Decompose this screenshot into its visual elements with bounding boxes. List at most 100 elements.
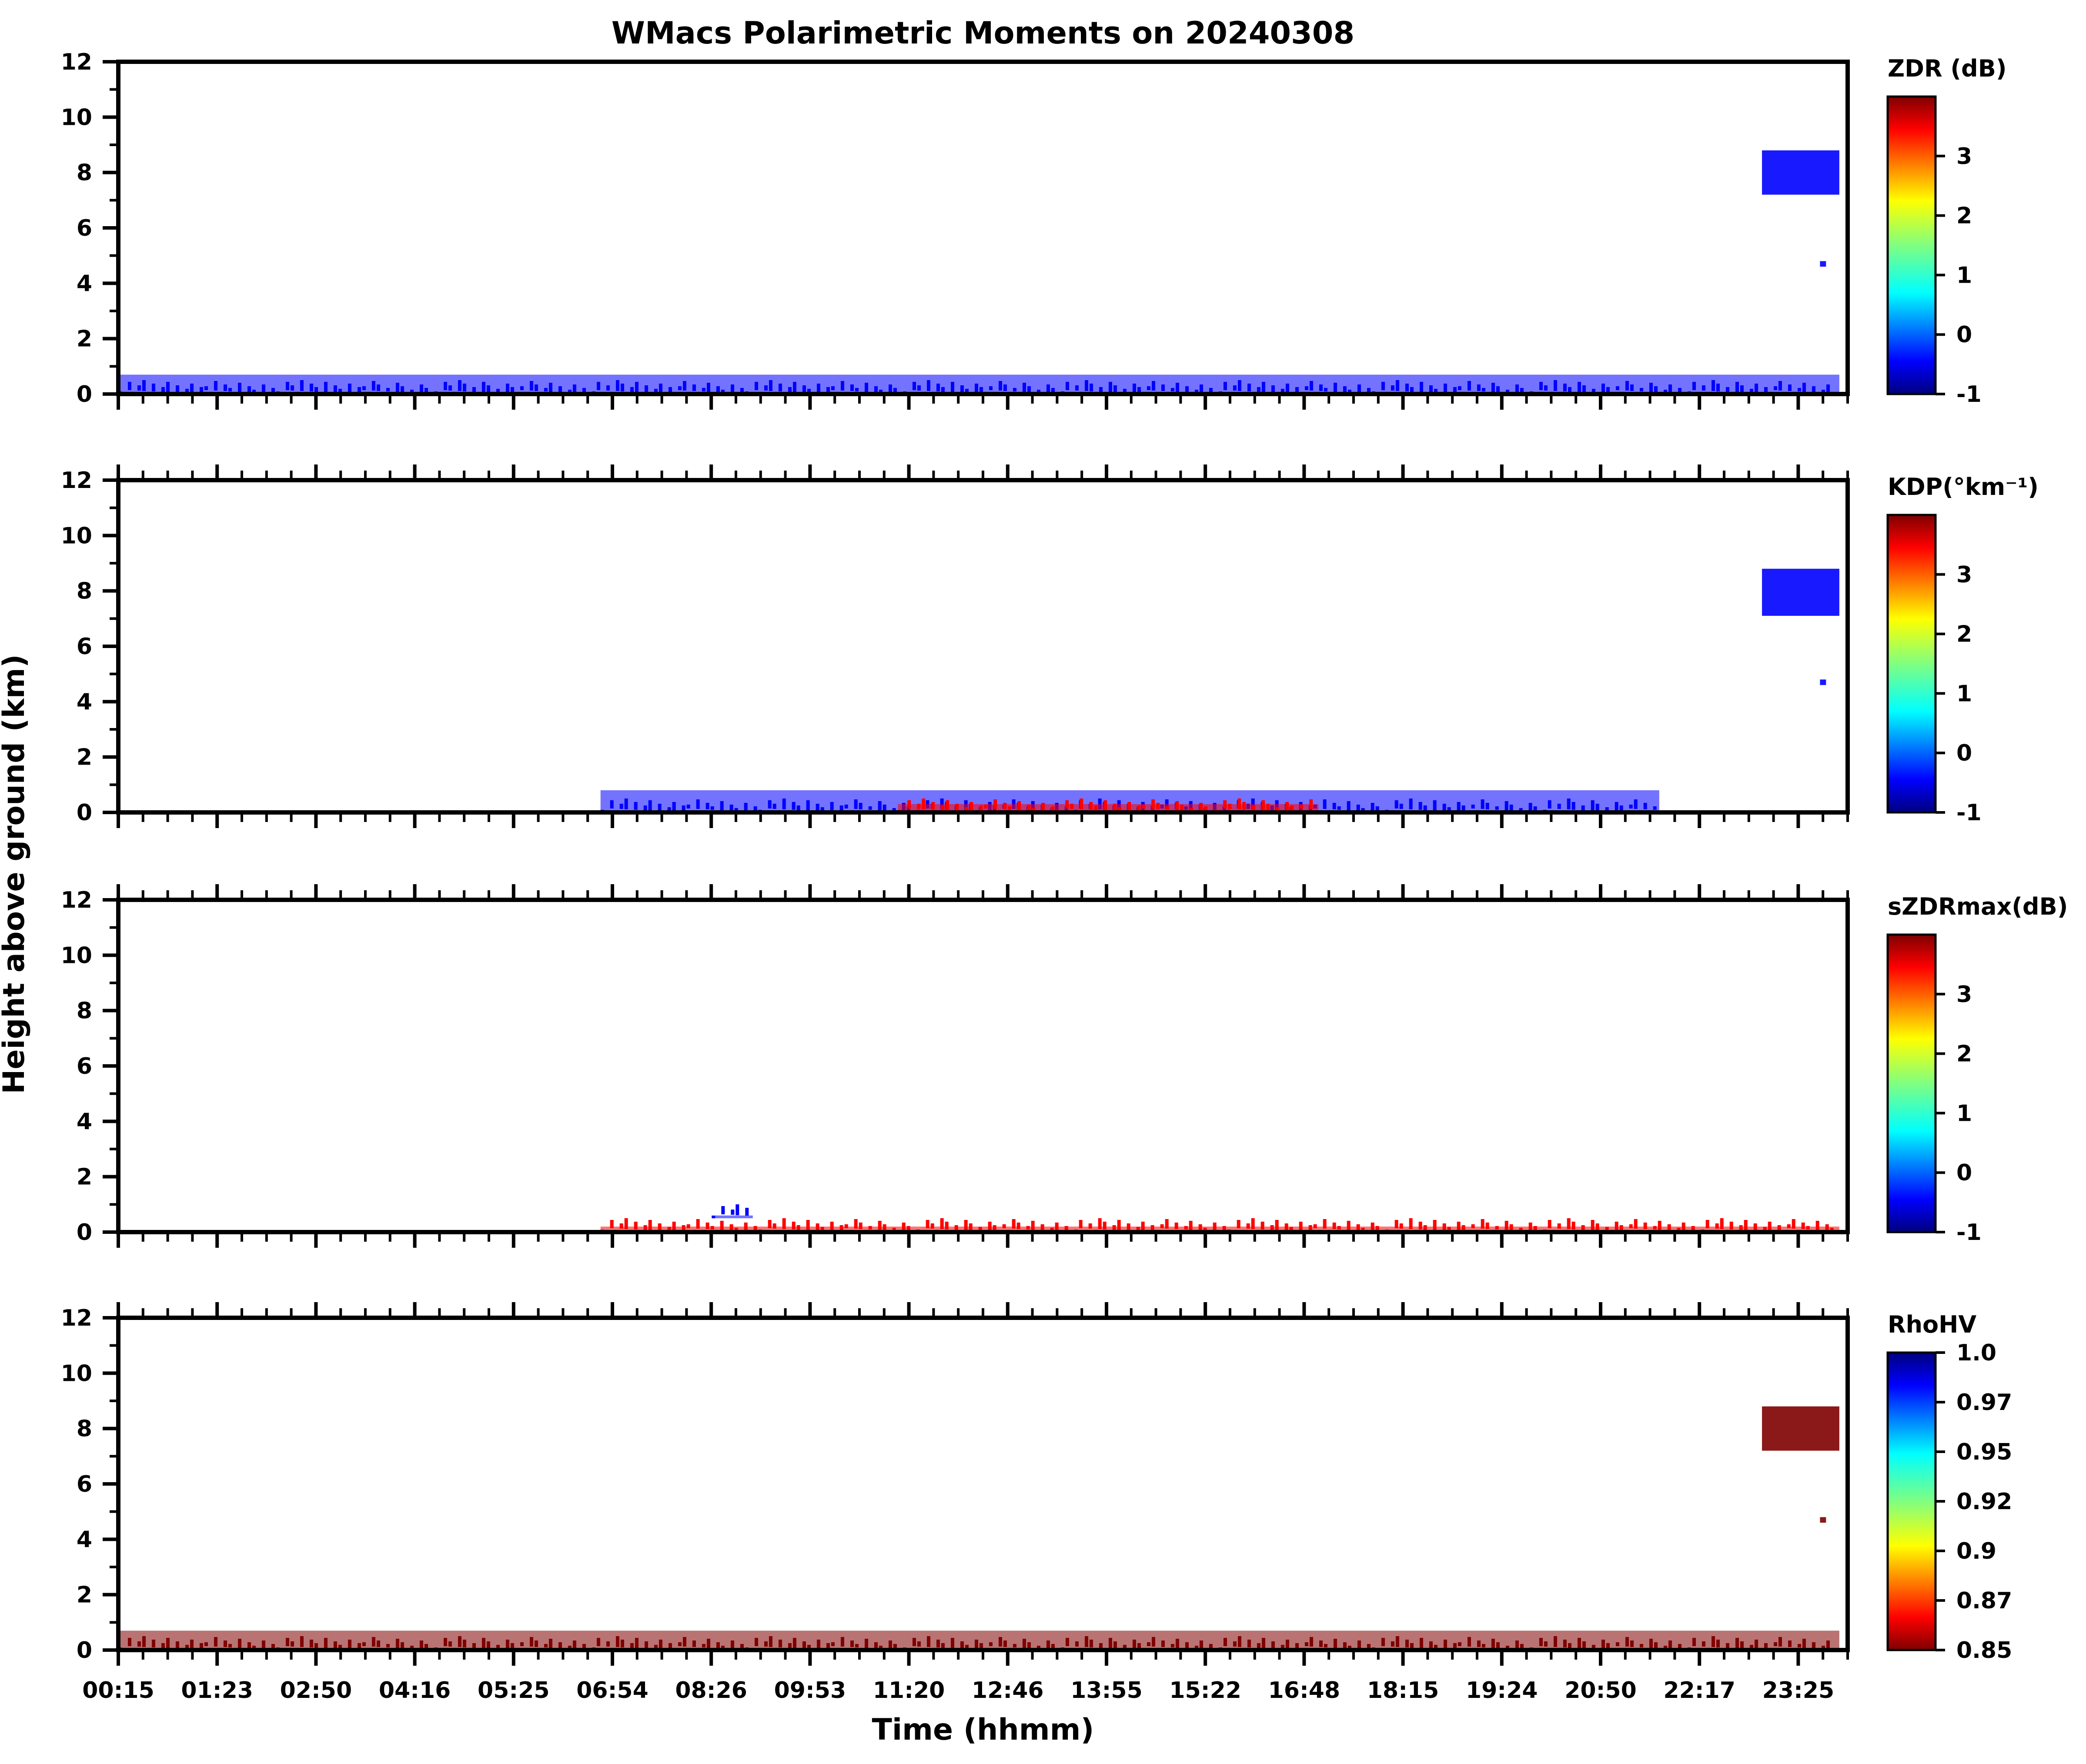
- data-speck: [854, 1219, 858, 1229]
- data-speck: [643, 1225, 647, 1230]
- data-speck: [634, 1222, 638, 1229]
- data-speck: [1133, 384, 1136, 394]
- data-speck: [1257, 1643, 1260, 1648]
- data-speck: [1098, 798, 1102, 809]
- data-speck: [1495, 806, 1499, 810]
- data-speck: [879, 1646, 883, 1649]
- data-speck: [1418, 1222, 1422, 1229]
- data-speck: [1152, 381, 1155, 391]
- data-speck: [1103, 800, 1107, 811]
- data-speck: [855, 388, 859, 391]
- data-speck: [1763, 1227, 1767, 1231]
- data-speck: [420, 384, 423, 393]
- data-speck: [705, 803, 709, 809]
- data-speck: [1375, 806, 1379, 812]
- data-speck: [1371, 803, 1374, 812]
- data-speck: [1654, 1642, 1658, 1648]
- data-speck: [1381, 1638, 1385, 1646]
- x-tick-label: 20:50: [1564, 1677, 1637, 1704]
- y-tick-label: 8: [77, 1416, 92, 1442]
- data-speck: [568, 390, 572, 393]
- data-speck: [1668, 384, 1672, 393]
- data-speck: [1533, 1226, 1537, 1232]
- data-speck: [630, 387, 634, 392]
- data-speck: [1595, 1223, 1599, 1231]
- data-speck: [1653, 806, 1657, 810]
- data-speck: [965, 389, 969, 393]
- data-speck: [807, 389, 811, 393]
- x-tick-label: 12:46: [972, 1677, 1044, 1704]
- data-speck: [1137, 805, 1141, 812]
- data-speck: [1755, 1640, 1758, 1650]
- y-tick-label: 12: [61, 468, 92, 494]
- data-speck: [161, 1643, 165, 1648]
- data-speck: [1361, 808, 1365, 811]
- data-region-kdp-1: [1820, 679, 1826, 685]
- data-speck: [1141, 1222, 1145, 1232]
- x-tick-label: 09:53: [774, 1677, 846, 1704]
- y-tick-label: 6: [77, 215, 92, 241]
- data-speck: [1161, 1640, 1165, 1647]
- x-tick-label: 19:24: [1466, 1677, 1538, 1704]
- y-tick-label: 2: [77, 1164, 92, 1190]
- data-speck: [1271, 385, 1275, 393]
- data-speck: [889, 384, 892, 393]
- data-speck: [1471, 1224, 1475, 1228]
- data-speck: [844, 1224, 848, 1228]
- data-speck: [1271, 1641, 1275, 1649]
- data-speck: [1812, 386, 1815, 392]
- data-speck: [530, 1637, 533, 1647]
- colorbar-tick-label: 0.95: [1956, 1439, 2012, 1465]
- data-speck: [1768, 1222, 1772, 1232]
- data-speck: [892, 808, 896, 811]
- data-speck: [616, 380, 619, 391]
- data-speck: [1324, 1644, 1327, 1647]
- data-speck: [1016, 1223, 1020, 1229]
- data-speck: [1027, 805, 1031, 811]
- data-speck: [755, 1638, 758, 1646]
- data-speck: [1075, 1641, 1079, 1647]
- x-tick-label: 02:50: [280, 1677, 352, 1704]
- data-speck: [1089, 802, 1093, 810]
- data-speck: [902, 1223, 906, 1231]
- data-speck: [1127, 802, 1131, 812]
- data-speck: [1123, 1645, 1127, 1649]
- data-speck: [1477, 1640, 1481, 1647]
- colorbar-kdp: [1886, 514, 1937, 814]
- data-speck: [1755, 384, 1758, 394]
- data-speck: [1616, 386, 1619, 390]
- data-speck: [1247, 384, 1251, 391]
- y-tick-label: 2: [77, 745, 92, 771]
- data-speck: [1571, 1222, 1575, 1229]
- x-tick-label: 11:20: [873, 1677, 945, 1704]
- data-speck: [936, 1640, 940, 1647]
- data-speck: [238, 383, 241, 392]
- data-speck: [621, 384, 624, 391]
- data-speck: [1113, 1641, 1117, 1649]
- data-speck: [936, 384, 940, 391]
- data-speck: [1075, 385, 1079, 391]
- data-speck: [1003, 803, 1007, 809]
- data-speck: [1557, 804, 1561, 809]
- data-speck: [927, 380, 930, 391]
- data-speck: [190, 384, 194, 394]
- data-speck: [271, 388, 275, 394]
- data-speck: [200, 387, 203, 394]
- data-speck: [1792, 1219, 1795, 1229]
- x-tick-label: 13:55: [1070, 1677, 1143, 1704]
- data-speck: [1682, 1223, 1685, 1231]
- data-speck: [826, 1643, 830, 1650]
- data-speck: [913, 1638, 916, 1646]
- data-speck: [1037, 390, 1040, 393]
- data-speck: [755, 382, 758, 390]
- data-speck: [1458, 1642, 1461, 1646]
- data-speck: [729, 1224, 733, 1230]
- data-speck: [989, 386, 993, 390]
- data-speck: [1142, 805, 1146, 808]
- data-speck: [764, 385, 768, 391]
- data-speck: [1720, 1218, 1724, 1229]
- data-speck: [1504, 801, 1508, 810]
- y-tick-label: 6: [77, 634, 92, 660]
- data-speck: [1482, 388, 1485, 391]
